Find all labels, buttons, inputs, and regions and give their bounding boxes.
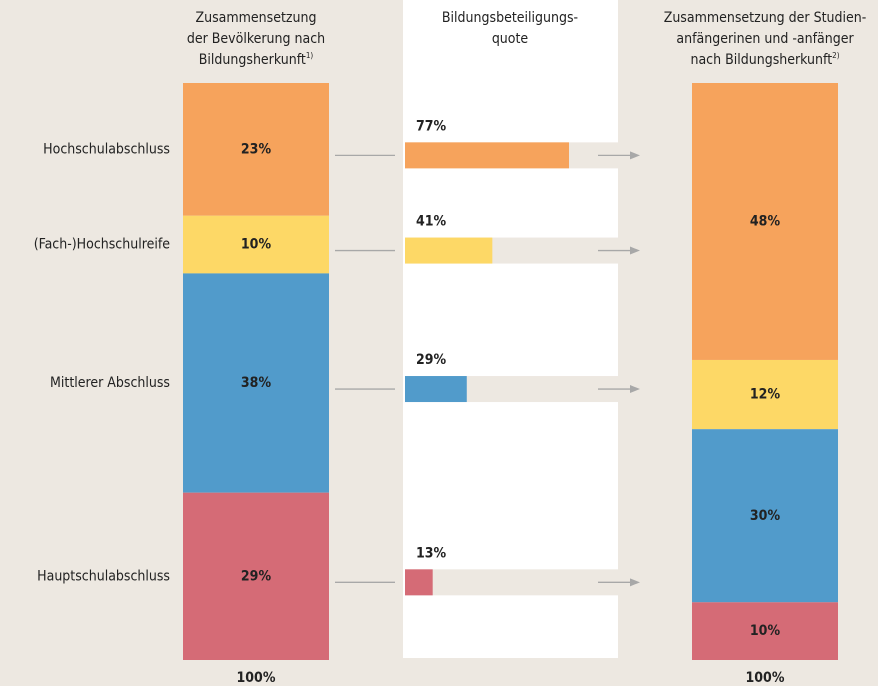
title-line: Zusammensetzung der Studien- <box>664 10 867 26</box>
title-line: anfängerinen und -anfänger <box>676 31 854 47</box>
track <box>405 569 618 596</box>
stack-segment <box>183 83 329 216</box>
value-label: 77% <box>416 118 447 134</box>
chart-title: nach Bildungsherkunft2) <box>690 51 839 69</box>
chart-title: Zusammensetzung <box>196 10 317 26</box>
value-label: 10% <box>241 237 272 253</box>
value-label: 38% <box>241 375 272 391</box>
chart-title: Zusammensetzung der Studien- <box>664 10 867 26</box>
value-label: 10% <box>750 623 781 639</box>
value-label: 23% <box>241 141 272 157</box>
bar <box>405 569 433 596</box>
footnote-mark: 2) <box>832 51 840 60</box>
footnote-mark: 1) <box>306 51 314 60</box>
title-line: Zusammensetzung <box>196 10 317 26</box>
chart-title: Bildungsbeteiligungs- <box>442 10 578 26</box>
category-label: Mittlerer Abschluss <box>50 375 170 391</box>
chart-title: quote <box>492 31 529 47</box>
value-label: 48% <box>750 213 781 229</box>
value-label: 29% <box>241 568 272 584</box>
title-line: Bildungsherkunft <box>199 52 306 68</box>
stack-segment <box>183 492 329 660</box>
title-line: nach Bildungsherkunft <box>690 52 832 68</box>
chart-title: Bildungsherkunft1) <box>199 51 314 69</box>
bar <box>405 142 570 169</box>
arrow-head <box>630 385 640 394</box>
total-label: 100% <box>746 670 785 686</box>
title-line: der Bevölkerung nach <box>187 31 325 47</box>
stack-segment <box>692 602 838 660</box>
stack-segment <box>183 215 329 274</box>
stack-segment <box>692 359 838 430</box>
category-label: Hochschulabschluss <box>43 141 170 157</box>
value-label: 12% <box>750 387 781 403</box>
stack-segment <box>183 273 329 493</box>
chart-title: der Bevölkerung nach <box>187 31 325 47</box>
stack-segment <box>692 429 838 603</box>
value-label: 13% <box>416 545 447 561</box>
title-line: quote <box>492 31 529 47</box>
arrow-head <box>630 151 640 160</box>
chart-title: anfängerinen und -anfänger <box>676 31 854 47</box>
value-label: 29% <box>416 352 447 368</box>
center-panel <box>403 0 618 658</box>
category-label: Hauptschulabschluss <box>37 568 170 584</box>
bar <box>405 237 493 264</box>
category-label: (Fach-)Hochschulreife <box>34 237 171 253</box>
arrow-head <box>630 578 640 587</box>
total-label: 100% <box>237 670 276 686</box>
value-label: 41% <box>416 214 447 230</box>
title-line: Bildungsbeteiligungs- <box>442 10 578 26</box>
bar <box>405 376 467 403</box>
stack-segment <box>692 83 838 360</box>
arrow-head <box>630 246 640 255</box>
value-label: 30% <box>750 508 781 524</box>
